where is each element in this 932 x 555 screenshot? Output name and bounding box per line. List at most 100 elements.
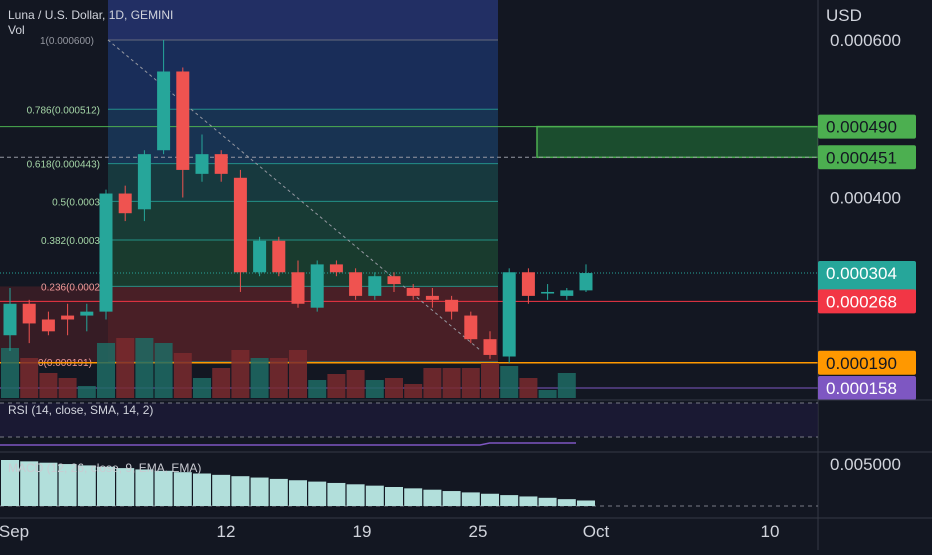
- candle-body: [214, 154, 228, 174]
- fib-band: [108, 109, 498, 164]
- candle-body: [368, 276, 382, 296]
- red-zone: [0, 286, 498, 363]
- level-268-label-box: [818, 289, 916, 314]
- candle-body: [157, 71, 171, 151]
- volume-bar: [77, 386, 96, 398]
- candle-body: [483, 339, 497, 355]
- macd-histogram-bar: [116, 468, 135, 506]
- macd-axis-tick: 0.005000: [830, 455, 901, 474]
- candle-body: [80, 311, 94, 316]
- macd-histogram-bar: [39, 462, 58, 506]
- target-zone: [536, 125, 819, 159]
- candle-body: [387, 276, 401, 285]
- macd-histogram-bar: [423, 489, 442, 506]
- candle-body: [521, 272, 535, 296]
- fib-level-label: 0.382(0.0003: [41, 236, 100, 247]
- fib-level-label: 0.618(0.000443): [27, 160, 100, 171]
- volume-bar: [173, 353, 192, 398]
- volume-bar: [557, 373, 576, 398]
- fib-band: [108, 40, 498, 110]
- volume-label: Vol: [8, 23, 25, 37]
- candle-body: [425, 295, 439, 300]
- macd-histogram-bar: [500, 495, 519, 506]
- volume-bar: [212, 368, 231, 398]
- volume-bar: [385, 378, 403, 398]
- volume-bar: [20, 358, 39, 398]
- volume-bar: [231, 350, 250, 398]
- zone-bottom-label: 0.000451: [826, 148, 897, 167]
- candle-body: [272, 240, 286, 273]
- candle-body: [579, 273, 593, 291]
- volume-bar: [135, 338, 154, 398]
- macd-histogram-bar: [519, 496, 538, 506]
- macd-histogram-bar: [58, 464, 77, 506]
- last-price-label: 0.000304: [826, 264, 897, 283]
- macd-histogram-bar: [577, 500, 595, 506]
- candle-body: [560, 290, 574, 296]
- zone-top-label-box: [818, 114, 916, 139]
- rsi-indicator-label[interactable]: RSI (14, close, SMA, 14, 2): [8, 403, 154, 417]
- zone-top-label: 0.000490: [826, 118, 897, 137]
- macd-histogram-bar: [173, 472, 192, 506]
- rsi-line: [0, 442, 576, 446]
- price-tick: 0.000400: [830, 188, 901, 207]
- candle-body: [310, 264, 324, 308]
- macd-histogram-bar: [231, 476, 250, 506]
- level-190-label: 0.000190: [826, 354, 897, 373]
- macd-histogram-bar: [365, 485, 384, 506]
- fib-level-label: 0.786(0.000512): [27, 105, 100, 116]
- volume-bar: [327, 374, 346, 398]
- volume-bar: [39, 373, 58, 398]
- time-axis-label: 12: [217, 522, 236, 541]
- fib-band-top: [108, 0, 498, 40]
- volume-bar: [442, 368, 461, 398]
- macd-histogram-bar: [212, 474, 231, 506]
- level-268-label: 0.000268: [826, 292, 897, 311]
- macd-histogram-bar: [346, 484, 365, 506]
- candle-body: [118, 193, 132, 214]
- price-tick: 0.000600: [830, 31, 901, 50]
- candle-body: [137, 154, 151, 210]
- macd-histogram-bar: [385, 487, 403, 506]
- macd-histogram-bar: [404, 488, 423, 506]
- candle-body: [349, 272, 363, 296]
- level-158-label-box: [818, 376, 916, 400]
- fib-band: [108, 201, 498, 240]
- volume-bar: [116, 338, 135, 398]
- volume-bar: [481, 363, 499, 398]
- candle-body: [406, 288, 420, 296]
- macd-histogram-bar: [20, 461, 39, 506]
- candle-body: [61, 315, 75, 320]
- volume-bar: [289, 350, 307, 398]
- candle-body: [233, 177, 247, 273]
- symbol-title: Luna / U.S. Dollar, 1D, GEMINI: [8, 8, 174, 22]
- macd-histogram-bar: [97, 466, 115, 506]
- volume-bar: [519, 378, 538, 398]
- volume-bar: [461, 368, 480, 398]
- level-158-label: 0.000158: [826, 379, 897, 398]
- macd-indicator-label[interactable]: MACD (12, 26, close, 9, EMA, EMA): [8, 461, 202, 475]
- macd-histogram-bar: [327, 482, 346, 506]
- candle-body: [329, 264, 343, 273]
- macd-histogram-bar: [308, 481, 327, 506]
- volume-bar: [269, 358, 288, 398]
- volume-bar: [365, 380, 384, 398]
- macd-histogram-bar: [538, 497, 557, 506]
- rsi-band: [0, 403, 818, 437]
- fib-band: [108, 163, 498, 202]
- volume-bar: [193, 378, 211, 398]
- fib-level-label: 1(0.000600): [40, 36, 94, 47]
- macd-histogram-bar: [269, 478, 288, 506]
- candle-body: [176, 71, 190, 170]
- macd-histogram-bar: [442, 491, 461, 506]
- macd-histogram-bar: [1, 460, 19, 506]
- candle-body: [502, 272, 516, 357]
- volume-bar: [308, 380, 327, 398]
- time-axis-label: 10: [761, 522, 780, 541]
- volume-bar: [500, 366, 519, 398]
- candle-body: [291, 272, 305, 304]
- candle-body: [541, 291, 555, 294]
- time-axis-label: 25: [469, 522, 488, 541]
